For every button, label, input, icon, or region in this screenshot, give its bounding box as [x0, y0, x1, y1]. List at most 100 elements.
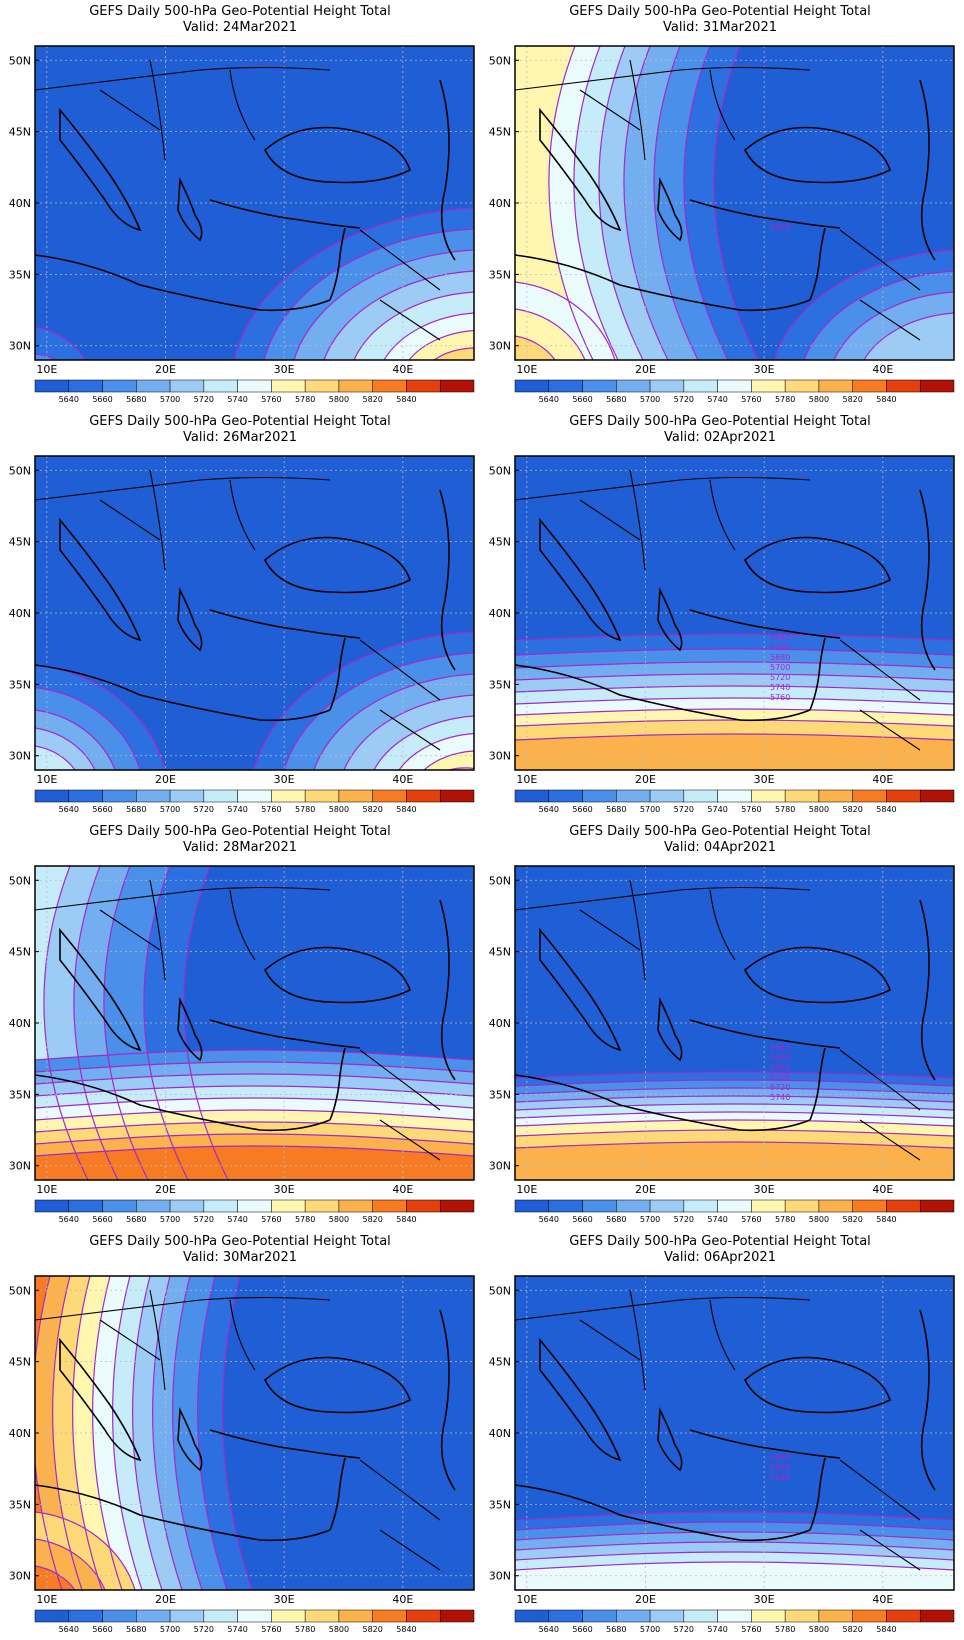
colorbar-label: 5680 [606, 1625, 626, 1634]
contour-label: 5680 [770, 653, 790, 662]
contour-label: 5640 [770, 1453, 790, 1462]
lat-label: 45N [9, 536, 31, 549]
contour-label: 5660 [770, 223, 790, 232]
colorbar-label: 5720 [674, 1625, 694, 1634]
contour-line [283, 652, 474, 770]
contour-line [515, 1521, 954, 1531]
colorbar-label: 5760 [261, 1215, 281, 1224]
coastlines [35, 879, 456, 1161]
height-band [35, 746, 75, 770]
lat-label: 40N [9, 197, 31, 210]
colorbar-label: 5700 [160, 805, 180, 814]
colorbar-swatch [439, 379, 475, 393]
contour-line [35, 1061, 474, 1073]
contour-label: 5740 [770, 1093, 790, 1102]
colorbar-swatch [919, 1609, 955, 1623]
panel-valid-date: Valid: 06Apr2021 [664, 1250, 776, 1265]
contour-line [233, 207, 474, 360]
height-band [35, 1566, 75, 1590]
lon-label: 30E [754, 773, 775, 786]
colorbar-label: 5820 [843, 1215, 863, 1224]
lon-label: 10E [516, 363, 537, 376]
contour-label: 5640 [770, 1043, 790, 1052]
contour-line [515, 1095, 954, 1103]
colorbar-label: 5800 [329, 1215, 349, 1224]
colorbar-label: 5820 [843, 805, 863, 814]
height-band [35, 1146, 474, 1180]
lat-label: 35N [489, 268, 511, 281]
contour-line [35, 745, 76, 770]
height-band [35, 327, 85, 360]
lat-label: 50N [9, 874, 31, 887]
lon-label: 10E [516, 1183, 537, 1196]
lat-label: 30N [489, 1570, 511, 1583]
panel-title: GEFS Daily 500-hPa Geo-Potential Height … [89, 824, 391, 839]
lon-label: 10E [36, 1593, 57, 1606]
lat-label: 30N [489, 750, 511, 763]
map-panel-30mar: GEFS Daily 500-hPa Geo-Potential Height … [0, 1230, 480, 1640]
contour-label: 5740 [770, 683, 790, 692]
lat-lon-grid [515, 866, 954, 1180]
colorbar-label: 5700 [160, 395, 180, 404]
colorbar-label: 5660 [572, 395, 592, 404]
colorbar-swatch [919, 789, 955, 803]
colorbar: 5640 5660 5680 5700 5720 5740 5760 5780 5800 5820… [514, 1199, 955, 1224]
colorbar-label: 5760 [741, 395, 761, 404]
contour-line [515, 1541, 954, 1551]
lon-label: 20E [155, 773, 176, 786]
contour-line [183, 866, 229, 1180]
map-panel-02apr: GEFS Daily 500-hPa Geo-Potential Height … [480, 410, 960, 820]
contour-line [515, 673, 954, 681]
lat-label: 35N [489, 678, 511, 691]
contour-line [92, 1276, 123, 1590]
lat-label: 35N [9, 1498, 31, 1511]
coastlines [35, 59, 456, 341]
lon-label: 20E [155, 1183, 176, 1196]
colorbar-label: 5700 [640, 1625, 660, 1634]
contour-line [253, 631, 474, 770]
lon-label: 40E [392, 773, 413, 786]
contour-line [293, 249, 474, 360]
colorbar-label: 5800 [809, 1625, 829, 1634]
colorbar-label: 5720 [674, 1215, 694, 1224]
contour-line [35, 727, 96, 770]
contour-line [515, 648, 954, 656]
contour-line [515, 685, 954, 693]
lon-label: 30E [274, 1593, 295, 1606]
colorbar-label: 5640 [59, 1215, 79, 1224]
contour-line [263, 228, 474, 360]
contour-label: 5680 [770, 1473, 790, 1482]
colorbar-swatch [439, 1199, 475, 1213]
colorbar-label: 5680 [606, 395, 626, 404]
lat-label: 50N [9, 1284, 31, 1297]
contour-label: 5660 [770, 1463, 790, 1472]
contour-line [152, 1276, 183, 1590]
contour-label: 5700 [770, 1073, 790, 1082]
contour-line [35, 1565, 76, 1590]
lon-label: 20E [635, 773, 656, 786]
contour-line [35, 1073, 474, 1085]
height-field: 5660 [515, 46, 954, 360]
map-panel-24mar: GEFS Daily 500-hPa Geo-Potential Height … [0, 0, 480, 410]
lat-label: 40N [489, 197, 511, 210]
lon-label: 10E [36, 773, 57, 786]
height-field [35, 1276, 474, 1590]
height-band [515, 46, 593, 360]
contour-line [35, 686, 141, 770]
contour-line [515, 1129, 954, 1137]
lat-label: 45N [9, 126, 31, 139]
lat-label: 40N [489, 1017, 511, 1030]
contour-line [35, 1538, 106, 1590]
lat-label: 45N [9, 1356, 31, 1369]
colorbar-label: 5840 [396, 1625, 416, 1634]
contour-line [373, 715, 474, 770]
colorbar-label: 5720 [194, 805, 214, 814]
colorbar-label: 5820 [363, 395, 383, 404]
contour-line [132, 1276, 163, 1590]
lat-label: 35N [9, 268, 31, 281]
contour-label: 5720 [770, 1083, 790, 1092]
lon-label: 30E [274, 773, 295, 786]
